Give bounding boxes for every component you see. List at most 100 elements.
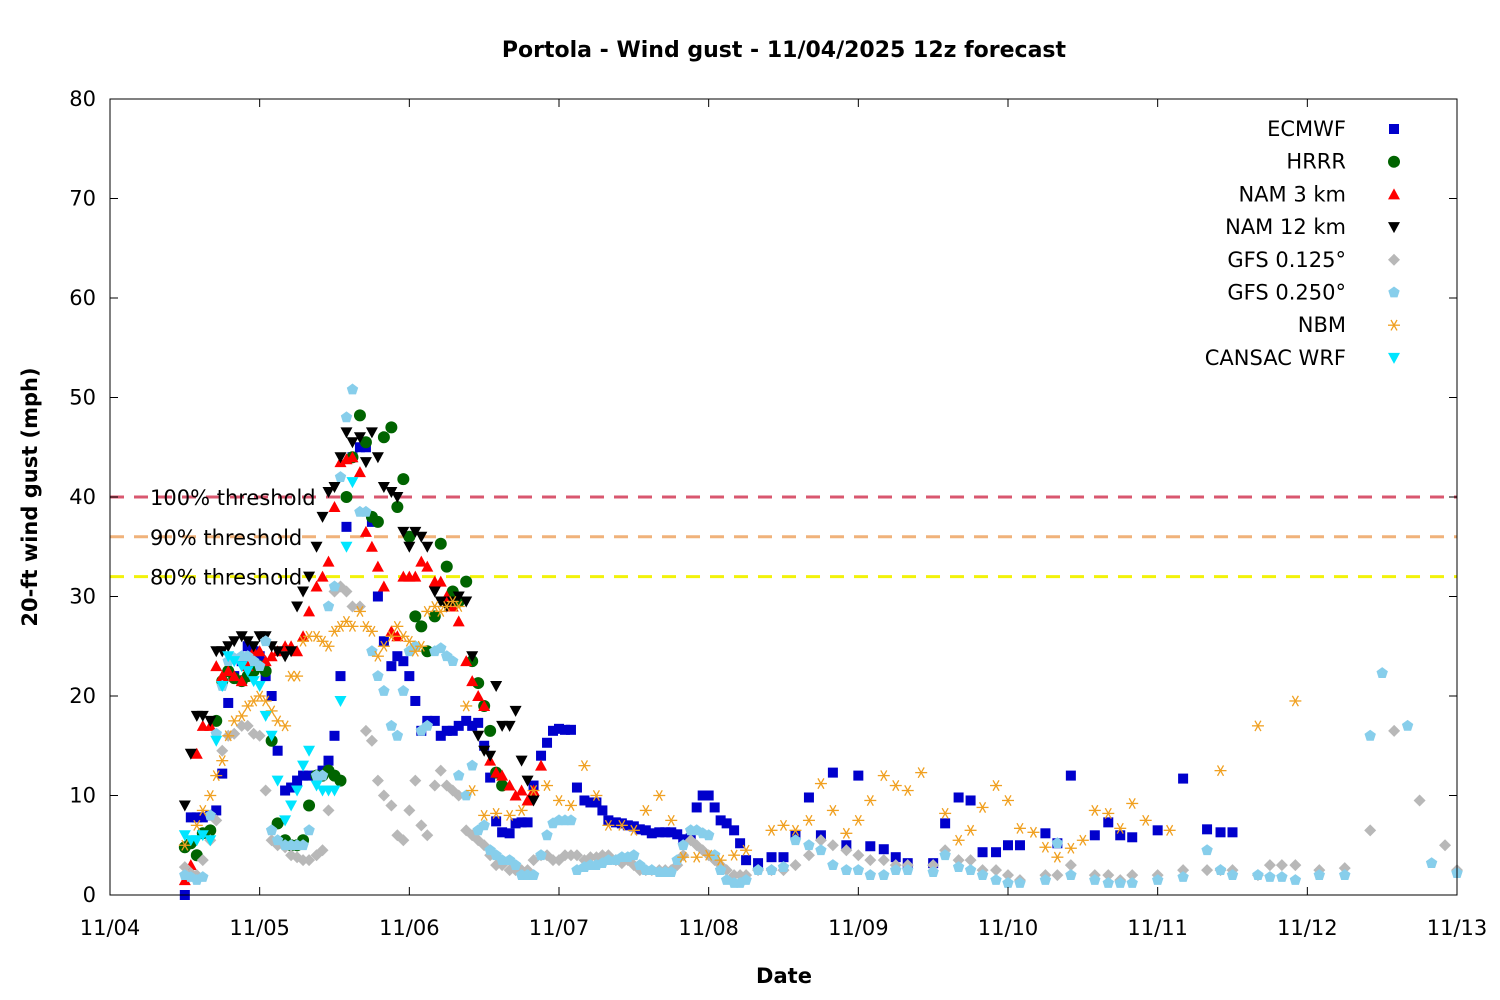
data-point xyxy=(1014,840,1025,851)
data-point xyxy=(1039,841,1052,853)
data-point xyxy=(190,747,203,759)
data-point xyxy=(853,770,864,781)
data-point xyxy=(397,685,410,696)
data-point xyxy=(496,854,508,865)
data-point xyxy=(334,471,347,482)
data-point xyxy=(421,829,434,842)
data-point xyxy=(1227,827,1238,838)
data-point xyxy=(353,605,366,617)
data-point xyxy=(385,799,398,812)
x-tick-label: 11/06 xyxy=(379,916,440,940)
data-point xyxy=(721,818,732,829)
data-point xyxy=(484,750,497,762)
data-point xyxy=(1201,844,1213,856)
data-point xyxy=(1088,804,1101,816)
data-point xyxy=(253,729,266,742)
data-point xyxy=(259,695,272,707)
data-point xyxy=(466,759,478,771)
data-point xyxy=(1202,824,1213,835)
data-point xyxy=(409,526,422,538)
data-point xyxy=(478,745,491,757)
data-point xyxy=(371,452,384,464)
legend-label: HRRR xyxy=(1286,150,1346,174)
data-point xyxy=(1126,869,1139,882)
data-point xyxy=(335,671,346,682)
data-point xyxy=(571,782,582,793)
data-point xyxy=(1126,797,1139,809)
data-point xyxy=(803,839,815,851)
legend-marker xyxy=(1388,222,1400,234)
data-point xyxy=(185,812,196,823)
data-point xyxy=(421,541,434,553)
data-point xyxy=(1313,869,1325,880)
data-point xyxy=(1152,825,1163,836)
data-point xyxy=(565,814,577,826)
data-point xyxy=(714,854,727,866)
x-tick-label: 11/13 xyxy=(1427,916,1488,940)
data-point xyxy=(378,685,390,696)
legend-label: NBM xyxy=(1298,313,1346,337)
data-point xyxy=(634,824,645,835)
data-point xyxy=(1027,826,1040,838)
data-point xyxy=(554,723,564,734)
data-point xyxy=(346,620,359,632)
data-point xyxy=(216,646,229,658)
data-point xyxy=(1126,877,1138,888)
data-point xyxy=(766,852,777,863)
data-point xyxy=(228,670,241,682)
data-point xyxy=(864,794,877,806)
legend: ECMWF HRRR NAM 3 km NAM 12 km GFS 0.125° GFS … xyxy=(1205,117,1400,370)
data-point xyxy=(303,799,316,812)
data-point xyxy=(291,785,304,797)
data-point xyxy=(864,869,876,880)
data-point xyxy=(1388,724,1401,737)
data-point xyxy=(377,640,390,652)
x-tick-label: 11/07 xyxy=(529,916,590,940)
data-point xyxy=(990,780,1003,792)
data-point xyxy=(304,770,315,781)
data-point xyxy=(1089,874,1101,885)
data-point xyxy=(434,764,447,777)
data-point xyxy=(253,645,266,657)
data-point xyxy=(191,812,202,823)
data-point xyxy=(1115,830,1126,841)
data-point xyxy=(279,720,292,732)
data-point xyxy=(901,785,914,797)
data-point xyxy=(359,525,372,537)
data-point xyxy=(503,720,516,732)
data-point xyxy=(328,625,341,637)
x-tick-label: 11/11 xyxy=(1127,916,1188,940)
legend-label: GFS 0.250° xyxy=(1227,281,1346,305)
data-point xyxy=(241,636,254,648)
data-point xyxy=(1064,859,1077,872)
data-point xyxy=(728,849,741,861)
data-point xyxy=(328,785,341,797)
data-point xyxy=(178,800,191,812)
data-point xyxy=(378,636,389,647)
data-point xyxy=(1413,794,1426,807)
data-point xyxy=(521,775,534,787)
data-point xyxy=(1364,729,1376,741)
data-point xyxy=(484,724,497,737)
data-point xyxy=(965,795,976,806)
data-point xyxy=(398,656,409,667)
data-point xyxy=(585,797,596,808)
data-point xyxy=(902,864,914,875)
data-point xyxy=(452,789,465,802)
data-point xyxy=(421,605,434,617)
data-point xyxy=(297,760,310,772)
data-point xyxy=(247,676,260,688)
data-point xyxy=(310,580,323,592)
data-point xyxy=(1076,834,1089,846)
data-point xyxy=(197,871,209,882)
data-point xyxy=(536,750,547,761)
data-point xyxy=(377,580,390,592)
data-point xyxy=(1214,765,1227,777)
data-point xyxy=(204,824,217,837)
data-point xyxy=(403,804,416,817)
data-point xyxy=(765,824,778,836)
data-point xyxy=(428,610,441,623)
data-point xyxy=(222,651,235,663)
data-point xyxy=(447,655,459,666)
data-point xyxy=(265,730,278,742)
